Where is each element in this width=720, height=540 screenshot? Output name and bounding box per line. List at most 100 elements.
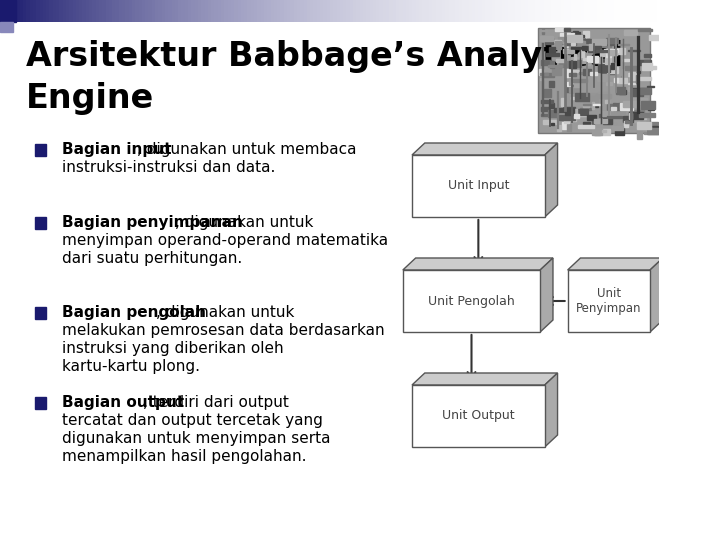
Text: Bagian penyimpanan: Bagian penyimpanan	[62, 215, 243, 230]
Bar	[583, 104, 593, 105]
Bar	[646, 91, 650, 93]
Polygon shape	[412, 143, 557, 155]
Bar	[606, 82, 611, 85]
Bar	[593, 104, 601, 105]
Bar	[543, 120, 558, 124]
Text: , digunakan untuk: , digunakan untuk	[156, 305, 294, 320]
Bar	[540, 36, 554, 42]
Bar	[629, 110, 644, 114]
Bar	[647, 122, 657, 125]
Bar	[580, 109, 591, 110]
Text: menyimpan operand-operand matematika: menyimpan operand-operand matematika	[62, 233, 388, 248]
Bar	[613, 103, 627, 110]
Bar	[592, 102, 594, 109]
Bar	[564, 42, 579, 47]
Bar	[544, 89, 551, 97]
Bar	[648, 103, 654, 110]
Bar	[572, 82, 576, 83]
Bar	[642, 87, 644, 96]
Bar	[569, 78, 570, 85]
Bar	[647, 127, 652, 131]
Text: Engine: Engine	[26, 82, 154, 115]
Bar	[549, 81, 554, 87]
Bar	[590, 96, 598, 102]
Polygon shape	[545, 373, 557, 447]
Bar	[648, 66, 656, 69]
Bar	[554, 108, 567, 112]
Bar	[632, 88, 649, 90]
Bar	[555, 28, 569, 31]
Bar	[648, 133, 660, 134]
Bar	[628, 50, 640, 51]
Bar	[402, 270, 540, 332]
Bar	[638, 60, 651, 65]
Bar	[541, 60, 552, 65]
Text: , terdiri dari output: , terdiri dari output	[143, 395, 289, 410]
Bar	[549, 103, 554, 108]
Bar	[632, 89, 643, 96]
Bar	[560, 64, 568, 66]
Bar	[629, 72, 635, 80]
Bar	[35, 144, 46, 156]
Text: Bagian input: Bagian input	[62, 142, 172, 157]
Bar	[598, 92, 609, 93]
Bar	[540, 73, 548, 75]
Bar	[572, 32, 580, 38]
Bar	[541, 100, 553, 104]
Bar	[561, 98, 564, 106]
Bar	[644, 132, 658, 134]
Bar	[598, 64, 610, 71]
Bar	[606, 38, 618, 43]
Bar	[412, 155, 545, 217]
Bar	[0, 22, 13, 32]
Bar	[583, 58, 594, 60]
Bar	[600, 69, 615, 73]
Bar	[604, 49, 618, 52]
Bar	[631, 98, 647, 104]
Bar	[636, 91, 639, 94]
Bar	[639, 113, 655, 117]
Bar	[575, 35, 584, 37]
Bar	[616, 48, 625, 54]
Bar	[575, 80, 580, 87]
Bar	[0, 0, 17, 22]
Bar	[637, 71, 640, 73]
Text: Bagian pengolah: Bagian pengolah	[62, 305, 206, 320]
Bar	[549, 46, 555, 52]
Bar	[540, 78, 544, 80]
Bar	[35, 217, 46, 229]
Bar	[569, 73, 577, 77]
Bar	[639, 77, 652, 80]
Bar	[563, 50, 575, 53]
Bar	[572, 70, 580, 72]
Bar	[624, 121, 628, 127]
Bar	[559, 61, 570, 67]
Bar	[588, 46, 601, 52]
Bar	[618, 44, 629, 45]
Text: , digunakan untuk membaca: , digunakan untuk membaca	[138, 142, 356, 157]
Bar	[607, 66, 618, 73]
Bar	[612, 126, 623, 130]
Bar	[637, 122, 651, 129]
Text: Unit Pengolah: Unit Pengolah	[428, 294, 515, 307]
Bar	[560, 33, 575, 40]
Bar	[570, 57, 586, 63]
Bar	[571, 97, 578, 98]
Text: Bagian output: Bagian output	[62, 395, 184, 410]
Bar	[644, 55, 651, 57]
Bar	[592, 38, 606, 45]
Bar	[582, 46, 588, 50]
Bar	[644, 60, 649, 62]
Bar	[615, 128, 624, 135]
Bar	[594, 119, 606, 123]
Bar	[552, 68, 562, 75]
Bar	[567, 270, 650, 332]
Text: menampilkan hasil pengolahan.: menampilkan hasil pengolahan.	[62, 449, 307, 464]
Bar	[559, 115, 575, 120]
Bar	[623, 59, 629, 61]
Bar	[541, 107, 549, 111]
Bar	[618, 90, 626, 94]
Bar	[600, 114, 614, 118]
Bar	[596, 50, 608, 52]
Bar	[567, 35, 582, 42]
